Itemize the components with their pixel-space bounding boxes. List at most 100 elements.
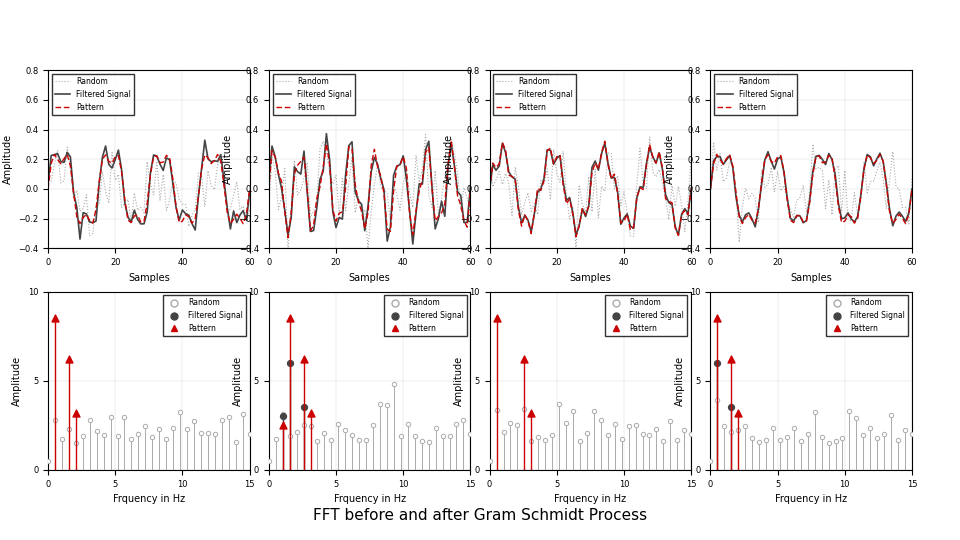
Point (68, 438, 84, 447)
X-axis label: Samples: Samples (569, 273, 612, 282)
Filtered Signal (68, 190, 80, 196)
Filtered Signal (395, 161, 406, 168)
Point (268, 435, 283, 443)
Point (275, 412, 290, 421)
Point (372, 400, 388, 408)
Point (449, 420, 465, 428)
Pattern (49, 151, 60, 158)
Filtered Signal (177, 207, 188, 213)
Random (842, 216, 853, 222)
Point (898, 426, 913, 435)
Pattern (484, 186, 495, 192)
Random (794, 194, 805, 200)
Pattern (839, 218, 851, 225)
Point (345, 431, 360, 440)
Point (89, 427, 105, 436)
Random (397, 180, 409, 186)
Filtered Signal (263, 177, 275, 184)
Filtered Signal (842, 210, 853, 216)
Random (84, 232, 95, 239)
Line: Pattern: Pattern (710, 154, 912, 224)
X-axis label: Frquency in Hz: Frquency in Hz (554, 494, 627, 504)
Random (282, 248, 294, 255)
Pattern (570, 233, 582, 240)
Point (394, 432, 409, 441)
Line: Random: Random (48, 147, 250, 235)
Point (61, 424, 77, 433)
Random (180, 201, 191, 208)
Point (551, 400, 566, 409)
Point (628, 420, 643, 429)
Filtered Signal (731, 194, 742, 200)
Random (823, 177, 834, 183)
Point (54, 435, 69, 443)
Random (244, 207, 255, 213)
Point (793, 437, 808, 445)
Random (366, 208, 377, 214)
Point (876, 430, 892, 438)
Point (703, 457, 718, 465)
Point (282, 431, 298, 440)
Point (235, 410, 251, 418)
Filtered Signal (349, 189, 361, 195)
Y-axis label: Amplitude: Amplitude (12, 356, 22, 406)
Point (842, 406, 857, 415)
Line: Pattern: Pattern (269, 140, 470, 238)
Point (737, 421, 753, 430)
Random (906, 175, 918, 181)
Y-axis label: Amplitude: Amplitude (3, 134, 12, 184)
Point (400, 420, 416, 428)
Pattern (602, 161, 613, 167)
Pattern (587, 169, 598, 176)
Filtered Signal (397, 152, 409, 159)
Legend: Random, Filtered Signal, Pattern: Random, Filtered Signal, Pattern (273, 74, 355, 115)
Filtered Signal (378, 186, 390, 193)
Filtered Signal (199, 137, 210, 144)
Random (810, 166, 822, 172)
Point (870, 434, 885, 442)
Y-axis label: Amplitude: Amplitude (665, 134, 675, 184)
Pattern (145, 172, 156, 178)
Point (124, 435, 139, 443)
Point (180, 424, 195, 433)
Pattern (791, 213, 803, 219)
Random (42, 177, 54, 184)
Random (644, 134, 656, 140)
Point (821, 438, 836, 447)
Random (292, 192, 303, 198)
Y-axis label: Amplitude: Amplitude (675, 356, 684, 406)
Point (421, 438, 437, 447)
Random (395, 207, 406, 213)
Point (642, 431, 658, 440)
Random (705, 188, 716, 195)
Filtered Signal (484, 187, 495, 193)
Point (724, 355, 739, 363)
Random (733, 239, 745, 246)
Point (428, 423, 444, 432)
Pattern (836, 219, 848, 226)
Point (786, 424, 802, 433)
Pattern (465, 186, 476, 192)
Point (523, 437, 539, 445)
Point (289, 428, 304, 436)
Point (649, 424, 664, 433)
Pattern (397, 153, 409, 160)
Point (282, 314, 298, 322)
Filtered Signal (823, 150, 834, 157)
Point (709, 314, 725, 322)
Filtered Signal (510, 176, 521, 183)
Point (442, 432, 457, 441)
Point (531, 433, 546, 441)
Point (716, 422, 732, 430)
Filtered Signal (289, 164, 300, 170)
Point (807, 408, 823, 416)
Random (61, 144, 73, 150)
Point (165, 424, 180, 433)
Random (618, 188, 630, 195)
Point (744, 434, 759, 443)
Pattern (711, 151, 723, 158)
Point (849, 414, 864, 422)
Point (40, 457, 56, 465)
Point (47, 314, 62, 322)
Pattern (157, 159, 169, 165)
